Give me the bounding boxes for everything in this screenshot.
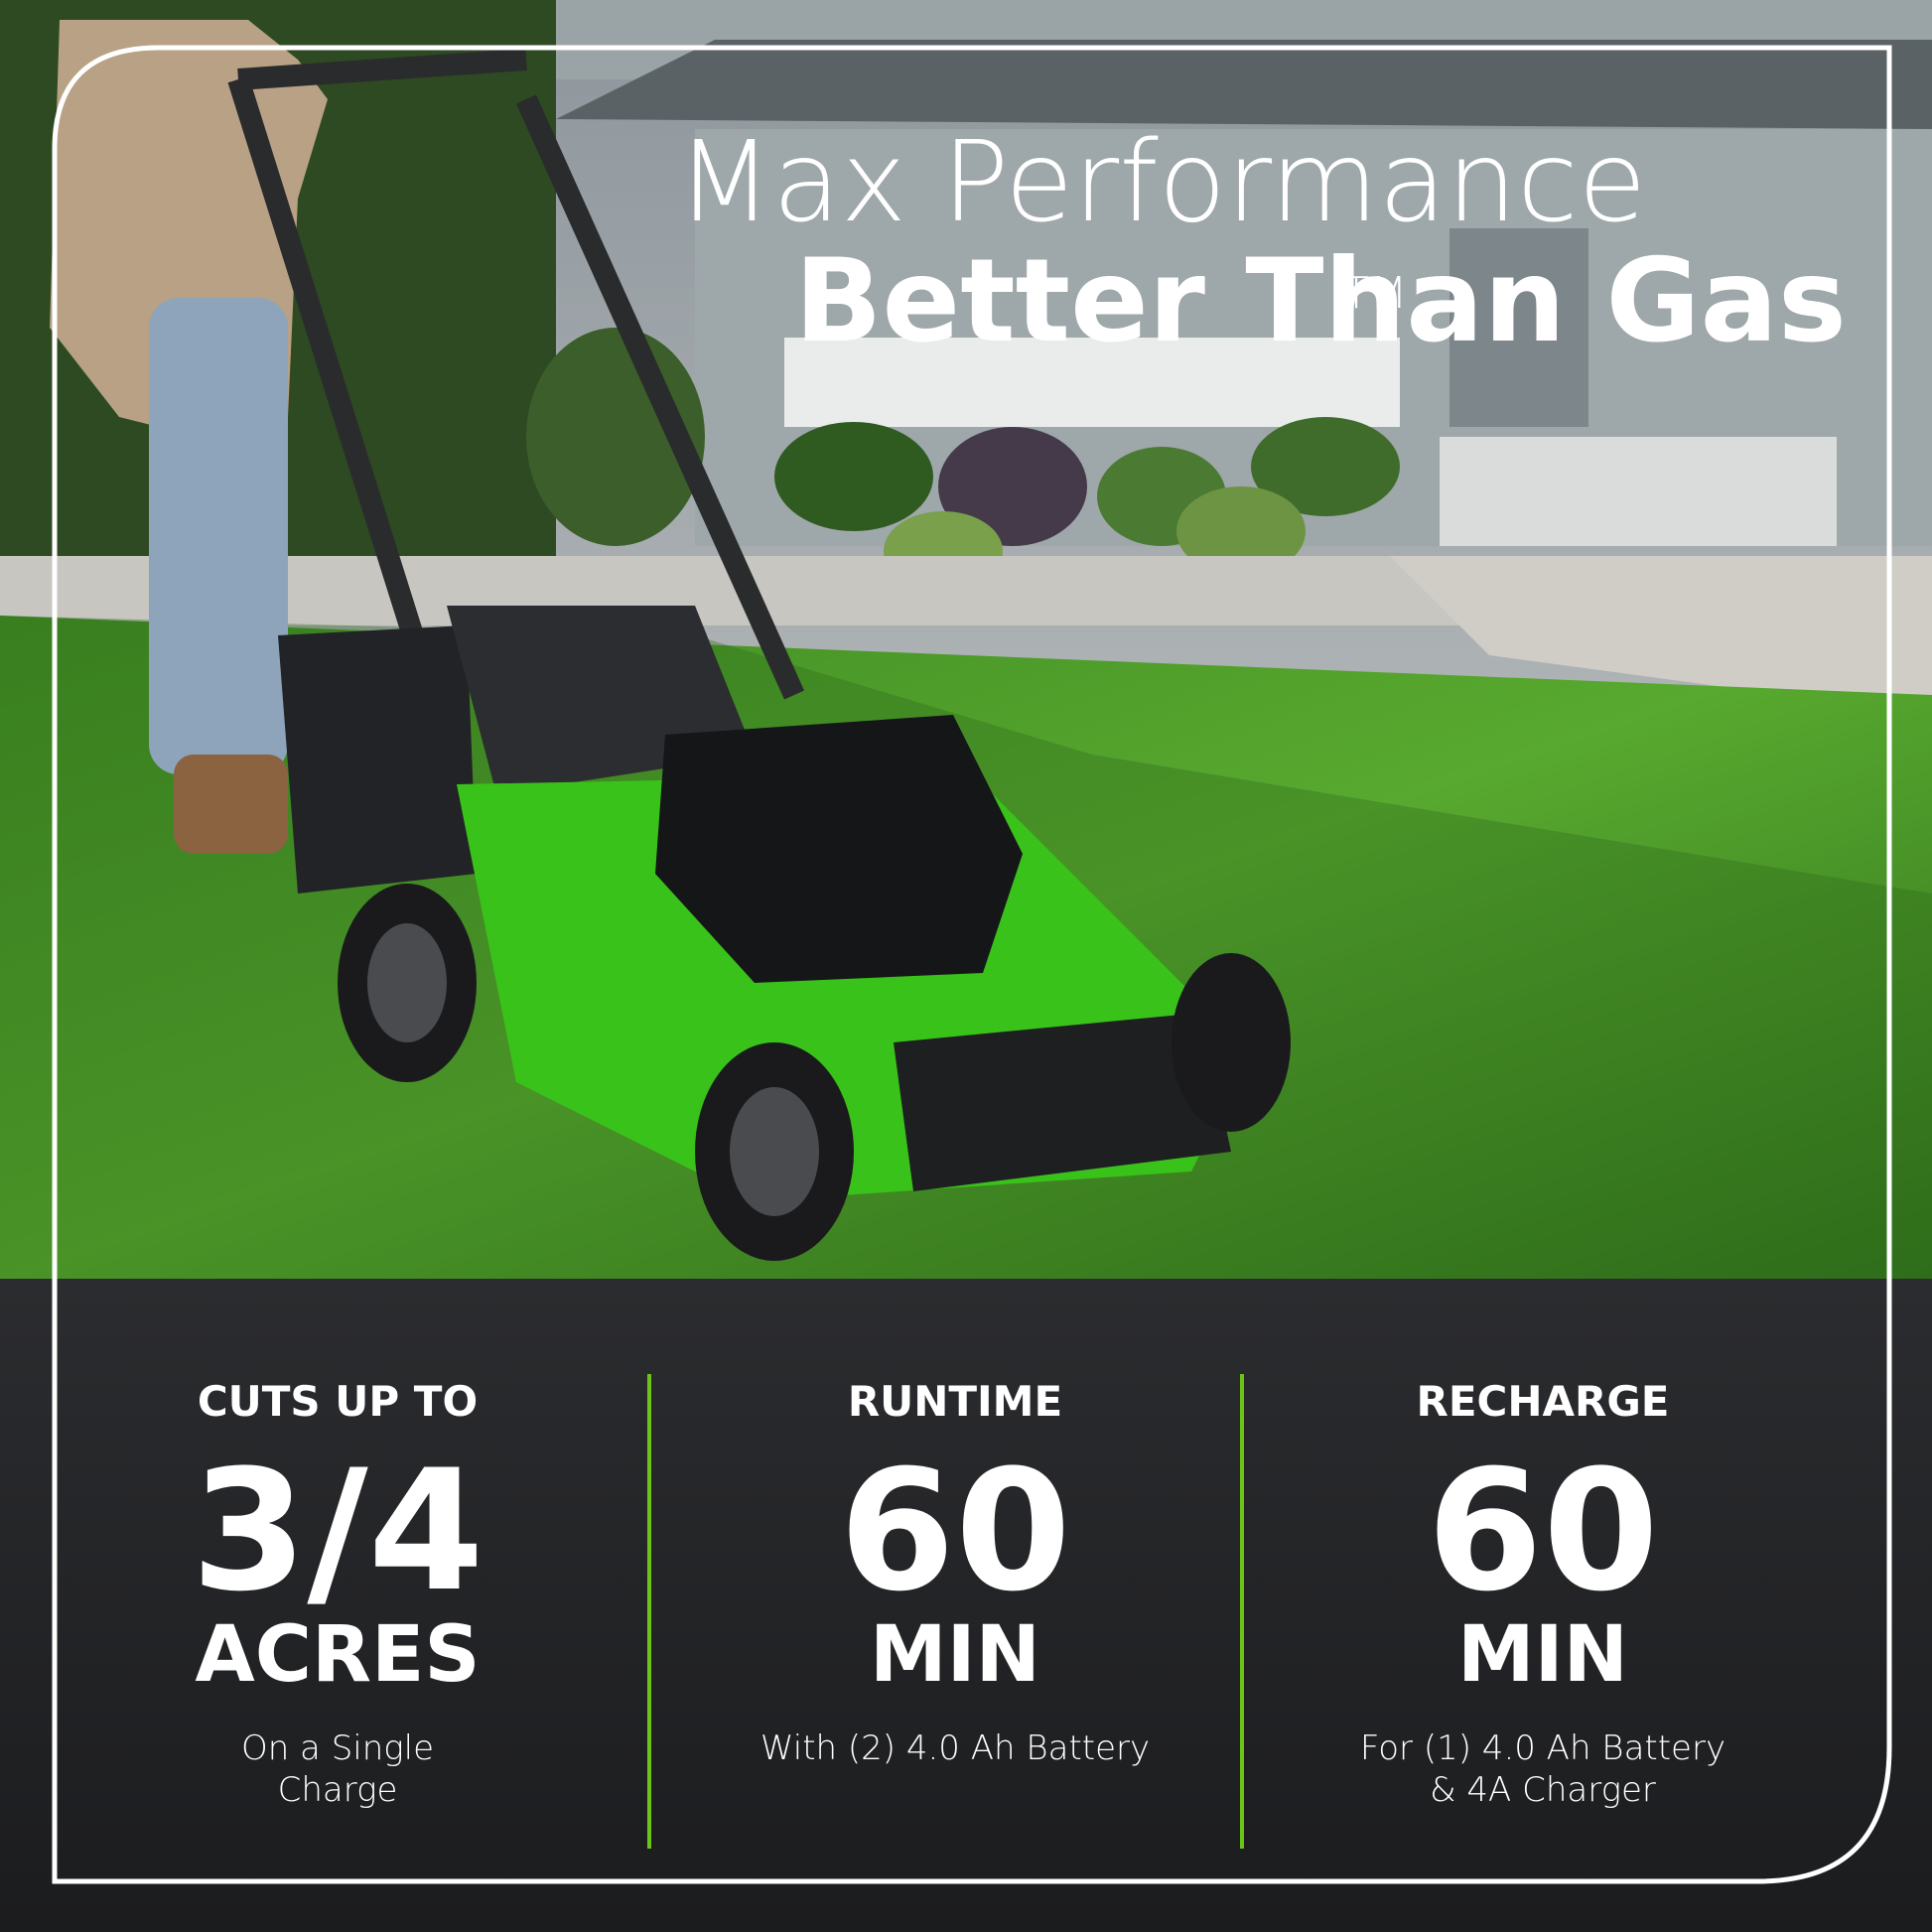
stat-note: For (1) 4.0 Ah Battery	[1360, 1728, 1725, 1768]
stat-unit: MIN	[870, 1610, 1040, 1700]
stat-value: 60	[1427, 1434, 1659, 1628]
title-line1: Max Performance	[677, 118, 1647, 247]
title-line2: Better Than Gas	[794, 234, 1847, 368]
person	[50, 20, 328, 854]
stat-note: On a Single	[241, 1728, 434, 1768]
stat-label: CUTS UP TO	[198, 1377, 478, 1426]
stat-note: & 4A Charger	[1430, 1770, 1656, 1810]
stat-unit: ACRES	[195, 1610, 480, 1700]
stat-note: Charge	[278, 1770, 398, 1810]
stat-unit: MIN	[1457, 1610, 1628, 1700]
stat-value: 60	[839, 1434, 1071, 1628]
lawn-mower	[227, 49, 1291, 1261]
stat-value: 3/4	[191, 1434, 483, 1628]
stat-note: With (2) 4.0 Ah Battery	[760, 1728, 1150, 1768]
stat-label: RUNTIME	[848, 1377, 1062, 1426]
stats-panel	[0, 1279, 1932, 1932]
trademark: TM	[1343, 268, 1408, 319]
frame	[52, 45, 1892, 1884]
stat-label: RECHARGE	[1416, 1377, 1669, 1426]
